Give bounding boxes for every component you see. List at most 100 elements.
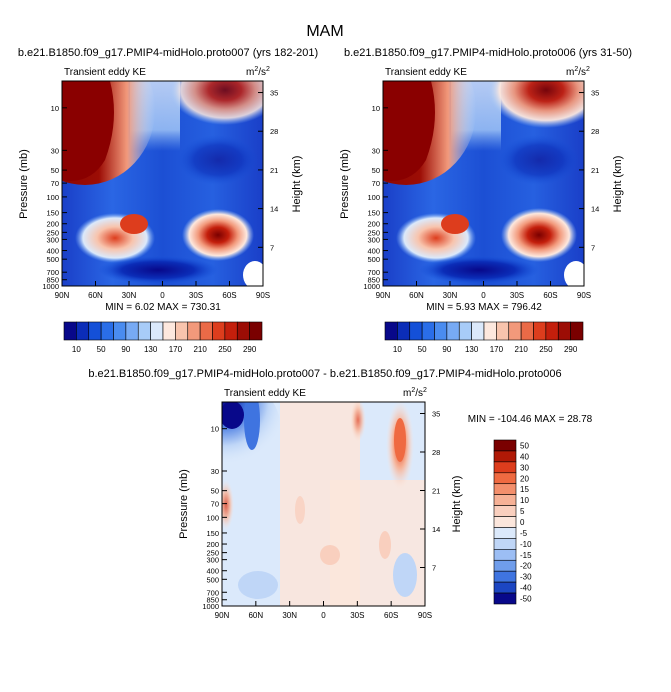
panel-2-ytick-right-label: 28	[591, 127, 599, 136]
panel-1-left-label: Transient eddy KE	[64, 67, 146, 78]
colorbar-2-swatch	[570, 321, 584, 341]
panel-1-xtick-label: 90N	[55, 291, 70, 300]
panel-2-ytick-label: 1000	[363, 282, 380, 291]
colorbar-3-label: -15	[520, 551, 532, 560]
panel-3-left-label: Transient eddy KE	[224, 388, 306, 399]
panel-2-ytick-right-label: 14	[591, 205, 599, 214]
panel-1-ytick-label: 250	[46, 228, 59, 237]
colorbar-3-swatch	[493, 494, 517, 506]
panel-2-ytick-label: 50	[372, 166, 380, 175]
panel-1-ytick-label: 10	[51, 104, 59, 113]
panel-1-ytick-label: 300	[46, 235, 59, 244]
colorbar-1-swatch	[212, 321, 226, 341]
panel-2-ytick-label: 30	[372, 146, 380, 155]
colorbar-3-label: 0	[520, 518, 525, 527]
panel-3-ytick-right-label: 35	[432, 409, 440, 418]
colorbar-2-swatch	[545, 321, 559, 341]
panel-1-ytick-label: 400	[46, 247, 59, 256]
panel-1-heatmap-field	[62, 81, 263, 286]
panel-3-ytick-right-label: 7	[432, 563, 436, 572]
panel-2-ytick-label: 700	[367, 268, 380, 277]
panel-3-xtick-label: 90S	[418, 611, 432, 620]
panel-1-minmax: MIN = 6.02 MAX = 730.31	[105, 302, 221, 313]
colorbar-1-swatch	[88, 321, 102, 341]
panel-2-units: m2/s2	[566, 66, 590, 78]
colorbar-3-label: 40	[520, 452, 529, 461]
colorbar-3-swatch	[493, 570, 517, 583]
panel-3-ytick-label: 850	[206, 596, 219, 605]
colorbar-2-label: 290	[564, 345, 578, 354]
colorbar-3-swatch	[493, 538, 517, 550]
panel-2-units-sup2: 2	[586, 66, 590, 73]
colorbar-3-label: -5	[520, 529, 528, 538]
panel-3-xtick-label: 30N	[282, 611, 297, 620]
colorbar-2-label: 10	[393, 345, 402, 354]
panel-3-ytick-right-label: 14	[432, 525, 440, 534]
colorbar-2-label: 170	[490, 345, 504, 354]
colorbar-3-label: 30	[520, 463, 529, 472]
colorbar-1-swatch	[150, 321, 164, 341]
colorbar-3-swatch	[493, 516, 517, 528]
panel-2-xtick-label: 60S	[543, 291, 557, 300]
panel-3-xtick-label: 30S	[350, 611, 364, 620]
panel-2-ytick-right-label: 7	[591, 243, 595, 252]
panel-2: b.e21.B1850.f09_g17.PMIP4-midHolo.proto0…	[339, 47, 632, 313]
colorbar-1-label: 290	[243, 345, 257, 354]
panel-2-ytick-label: 10	[372, 104, 380, 113]
panel-2-units-sup1: 2	[574, 66, 578, 73]
panel-3-ytick-label: 500	[206, 575, 219, 584]
panel-3-title: b.e21.B1850.f09_g17.PMIP4-midHolo.proto0…	[88, 368, 561, 380]
colorbar-2-label: 50	[418, 345, 427, 354]
panel-1-ytick-label: 100	[46, 193, 59, 202]
panel-3-heatmap-field	[222, 402, 425, 606]
colorbar-2-swatch	[557, 321, 571, 341]
colorbar-3-label: -20	[520, 562, 532, 571]
panel-2-ytick-label: 150	[367, 209, 380, 218]
colorbar-3-swatch	[493, 549, 517, 561]
panel-1-ytick-label: 700	[46, 268, 59, 277]
panel-3-units-sup2: 2	[423, 387, 427, 394]
panel-3: b.e21.B1850.f09_g17.PMIP4-midHolo.proto0…	[88, 368, 592, 620]
panel-2-xtick-label: 60N	[409, 291, 424, 300]
colorbar-2-swatch	[533, 321, 547, 341]
panel-1-ytick-right-label: 28	[270, 127, 278, 136]
colorbar-1-swatch	[249, 321, 263, 341]
panel-1-ytick-label: 50	[51, 166, 59, 175]
panel-2-ytick-label: 100	[367, 193, 380, 202]
colorbar-2-swatch	[397, 321, 411, 341]
colorbar-1-swatch	[162, 321, 176, 341]
colorbar-3-label: 10	[520, 496, 529, 505]
colorbar-2-swatch	[483, 321, 497, 341]
panel-3-units: m2/s2	[403, 387, 427, 399]
colorbar-2-swatch	[520, 321, 534, 341]
panel-3-ytick-right-label: 28	[432, 448, 440, 457]
panel-2-ylabel: Pressure (mb)	[339, 149, 351, 219]
panel-2-ytick-label: 70	[372, 179, 380, 188]
colorbar-1-swatch	[113, 321, 127, 341]
colorbar-1-label: 130	[144, 345, 158, 354]
panel-1-ytick-label: 500	[46, 255, 59, 264]
panel-2-ytick-label: 850	[367, 276, 380, 285]
panel-3-ylabel-right: Height (km)	[451, 476, 463, 533]
colorbar-1-label: 210	[193, 345, 207, 354]
panel-1-xtick-label: 90S	[256, 291, 270, 300]
panel-3-units-base: m	[403, 388, 411, 399]
panel-1-xtick-label: 30S	[189, 291, 203, 300]
colorbar-2-swatch	[409, 321, 423, 341]
panel-1-ytick-right-label: 7	[270, 243, 274, 252]
panel-2-title: b.e21.B1850.f09_g17.PMIP4-midHolo.proto0…	[344, 47, 632, 59]
colorbar-2-swatch	[458, 321, 472, 341]
colorbar-3-swatch	[493, 581, 517, 594]
panel-1-units-base: m	[246, 67, 254, 78]
colorbar-1-swatch	[187, 321, 201, 341]
panel-3-ytick-label: 1000	[202, 602, 219, 611]
panel-3-units-mid: /s	[415, 388, 423, 399]
panel-3-units-sup1: 2	[411, 387, 415, 394]
panel-3-ytick-label: 300	[206, 556, 219, 565]
figure-title: MAM	[306, 23, 343, 40]
colorbar-3-label: 50	[520, 441, 529, 450]
panel-3-ytick-label: 150	[206, 529, 219, 538]
panel-3-ylabel: Pressure (mb)	[178, 469, 190, 539]
colorbar-1-swatch	[199, 321, 213, 341]
panel-1-title: b.e21.B1850.f09_g17.PMIP4-midHolo.proto0…	[18, 47, 318, 59]
